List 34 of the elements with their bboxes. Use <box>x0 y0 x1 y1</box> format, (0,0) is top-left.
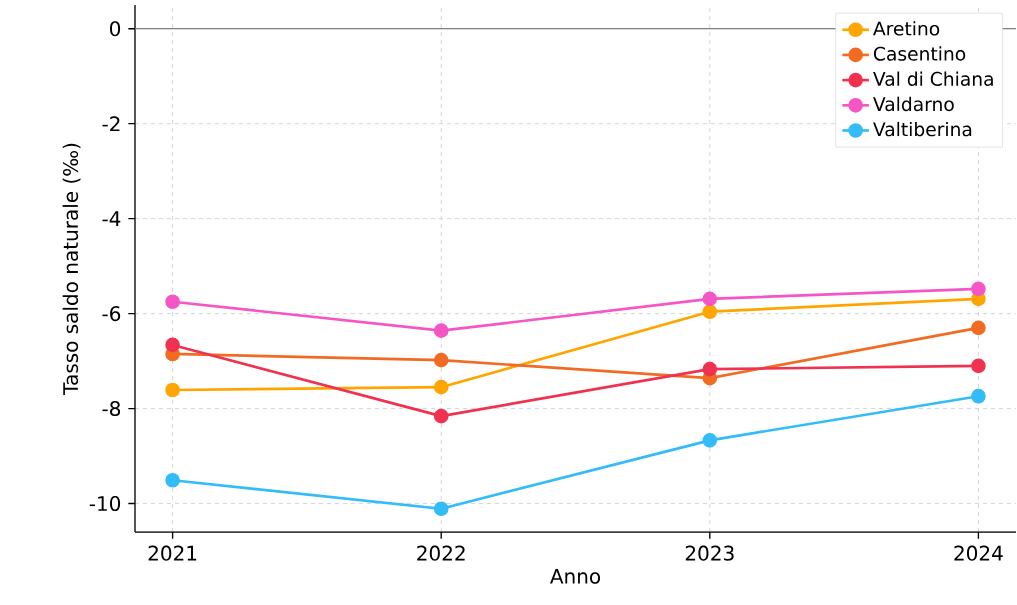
y-axis-title: Tasso saldo naturale (‰) <box>62 143 81 395</box>
legend-label: Val di Chiana <box>873 71 993 86</box>
point <box>165 472 180 488</box>
y-tick-label: -8 <box>102 400 121 417</box>
point <box>433 352 449 368</box>
point <box>433 323 449 339</box>
legend-label: Valdarno <box>873 96 954 112</box>
point <box>971 388 986 404</box>
point <box>433 408 449 424</box>
x-tick-label: 2022 <box>417 545 465 561</box>
legend-label: Aretino <box>873 21 940 36</box>
point <box>971 281 986 297</box>
point <box>433 501 449 517</box>
x-axis-title: Anno <box>550 568 601 584</box>
point <box>433 379 449 395</box>
y-tick-label: -10 <box>89 495 121 512</box>
y-tick-label: -4 <box>102 211 121 226</box>
y-tick-label: -6 <box>102 306 121 322</box>
point <box>165 382 180 398</box>
legend-label: Valtiberina <box>873 121 972 137</box>
point <box>702 291 718 307</box>
x-tick-label: 2023 <box>685 545 734 561</box>
point <box>702 433 718 448</box>
point <box>165 337 180 353</box>
point <box>971 320 986 336</box>
point <box>165 294 180 310</box>
x-tick-label: 2024 <box>954 545 1003 561</box>
legend-label: Casentino <box>873 46 966 61</box>
point <box>702 361 718 377</box>
x-tick-label: 2021 <box>148 545 197 561</box>
y-tick-label: -2 <box>102 116 120 132</box>
point <box>702 304 718 320</box>
point <box>971 358 986 374</box>
y-tick-label: 0 <box>110 21 121 37</box>
